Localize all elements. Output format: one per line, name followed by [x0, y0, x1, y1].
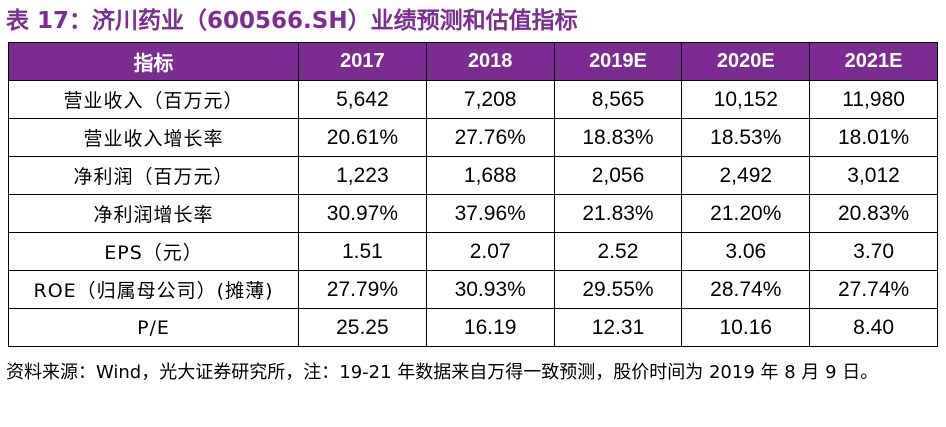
table-cell: 18.53% [681, 118, 811, 157]
table-row: 净利润（百万元） 1,223 1,688 2,056 2,492 3,012 [8, 156, 938, 195]
table-cell: 3.70 [809, 232, 938, 271]
table-cell: 10.16 [681, 308, 811, 347]
table-cell: 29.55% [553, 270, 683, 309]
table-cell: 8.40 [809, 308, 938, 347]
table-row: ROE（归属母公司）(摊薄) 27.79% 30.93% 29.55% 28.7… [8, 270, 938, 309]
table-row: 营业收入（百万元） 5,642 7,208 8,565 10,152 11,98… [8, 80, 938, 119]
table-cell: 12.31 [553, 308, 683, 347]
table-cell: 18.83% [553, 118, 683, 157]
header-2019e: 2019E [553, 42, 683, 81]
row-label: 营业收入增长率 [8, 118, 299, 157]
forecast-table: 指标 2017 2018 2019E 2020E 2021E 营业收入（百万元）… [8, 42, 938, 347]
table-cell: 37.96% [425, 194, 555, 233]
row-label: 营业收入（百万元） [8, 80, 299, 119]
table-cell: 3,012 [809, 156, 938, 195]
table-row: P/E 25.25 16.19 12.31 10.16 8.40 [8, 308, 938, 347]
table-cell: 1,688 [425, 156, 555, 195]
table-row: 营业收入增长率 20.61% 27.76% 18.83% 18.53% 18.0… [8, 118, 938, 157]
table-cell: 8,565 [553, 80, 683, 119]
table-cell: 18.01% [809, 118, 938, 157]
forecast-table-container: 指标 2017 2018 2019E 2020E 2021E 营业收入（百万元）… [8, 42, 938, 347]
table-cell: 2.07 [425, 232, 555, 271]
row-label: 净利润增长率 [8, 194, 299, 233]
table-cell: 16.19 [425, 308, 555, 347]
table-cell: 27.76% [425, 118, 555, 157]
row-label: ROE（归属母公司）(摊薄) [8, 270, 299, 309]
row-label: P/E [8, 308, 299, 347]
table-cell: 1.51 [298, 232, 427, 271]
table-title: 表 17：济川药业（600566.SH）业绩预测和估值指标 [6, 8, 578, 34]
table-cell: 7,208 [425, 80, 555, 119]
table-cell: 20.83% [809, 194, 938, 233]
table-cell: 30.97% [298, 194, 427, 233]
table-cell: 21.83% [553, 194, 683, 233]
table-cell: 28.74% [681, 270, 811, 309]
header-2020e: 2020E [681, 42, 811, 81]
table-cell: 1,223 [298, 156, 427, 195]
row-label: EPS（元） [8, 232, 299, 271]
table-cell: 2.52 [553, 232, 683, 271]
header-2017: 2017 [298, 42, 427, 81]
table-cell: 10,152 [681, 80, 811, 119]
table-cell: 27.74% [809, 270, 938, 309]
table-cell: 11,980 [809, 80, 938, 119]
table-cell: 20.61% [298, 118, 427, 157]
table-cell: 27.79% [298, 270, 427, 309]
header-2021e: 2021E [809, 42, 938, 81]
header-indicator: 指标 [8, 42, 299, 81]
source-note: 资料来源：Wind，光大证券研究所，注：19-21 年数据来自万得一致预测，股价… [6, 362, 879, 383]
header-2018: 2018 [425, 42, 555, 81]
table-cell: 3.06 [681, 232, 811, 271]
row-label: 净利润（百万元） [8, 156, 299, 195]
table-cell: 25.25 [298, 308, 427, 347]
table-cell: 21.20% [681, 194, 811, 233]
table-cell: 30.93% [425, 270, 555, 309]
table-cell: 2,056 [553, 156, 683, 195]
table-row: 净利润增长率 30.97% 37.96% 21.83% 21.20% 20.83… [8, 194, 938, 233]
table-cell: 5,642 [298, 80, 427, 119]
header-row: 指标 2017 2018 2019E 2020E 2021E [8, 42, 938, 81]
table-cell: 2,492 [681, 156, 811, 195]
table-row: EPS（元） 1.51 2.07 2.52 3.06 3.70 [8, 232, 938, 271]
